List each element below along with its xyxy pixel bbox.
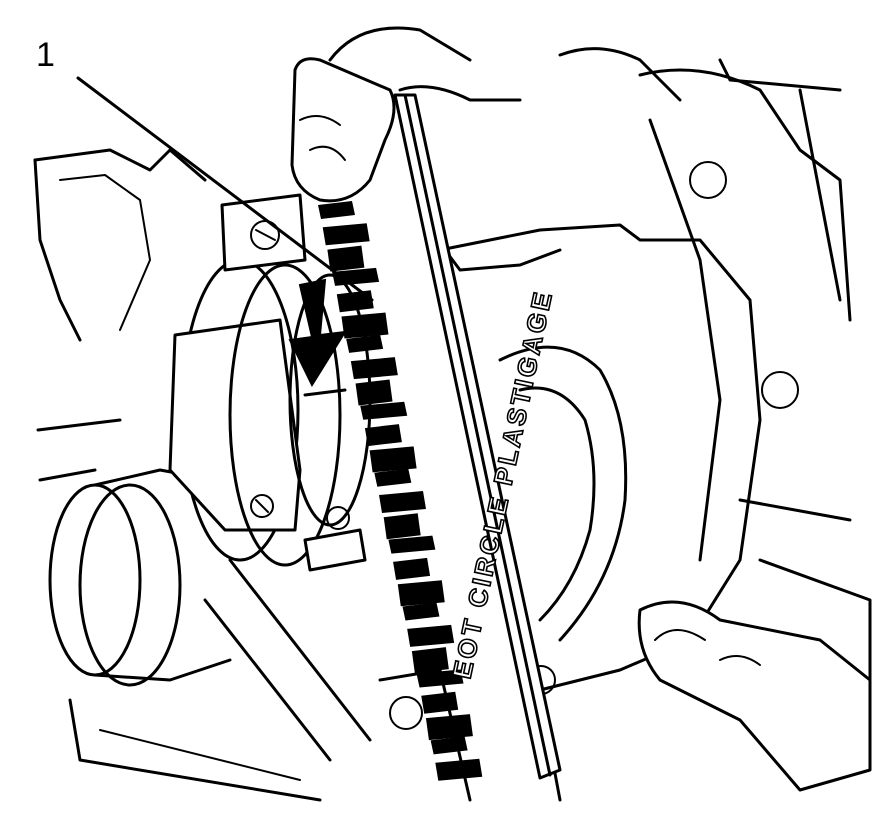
scale-stripe xyxy=(318,201,355,219)
scale-stripe xyxy=(360,401,408,420)
scale-stripe xyxy=(322,223,370,246)
scale-stripes xyxy=(318,201,483,781)
scale-stripe xyxy=(421,691,459,714)
scale-stripe xyxy=(346,334,384,353)
scale-stripe xyxy=(336,290,374,313)
scale-stripe xyxy=(402,602,440,621)
scale-stripe xyxy=(435,758,483,781)
scale-stripe xyxy=(332,267,380,286)
scale-stripe xyxy=(350,357,398,380)
scale-stripe xyxy=(388,535,436,554)
scale-stripe xyxy=(364,424,402,447)
callout-leader xyxy=(76,76,374,302)
scale-stripe xyxy=(425,714,473,741)
scale-stripe xyxy=(411,647,449,674)
thumb-bottom xyxy=(637,600,872,792)
scale-stripe xyxy=(341,312,389,339)
timing-bracket xyxy=(220,193,367,572)
scale-stripe xyxy=(355,379,393,406)
fingers-top xyxy=(290,26,682,203)
callout-number: 1 xyxy=(36,36,55,74)
scale-stripe xyxy=(393,557,431,580)
scale-stripe xyxy=(379,491,426,513)
plastigage-strip: EOT CIRCLE PLASTIGAGE xyxy=(318,93,562,781)
scale-stripe xyxy=(327,245,365,272)
scale-stripe xyxy=(369,446,417,473)
scale-stripe xyxy=(383,513,421,540)
rotation-arrow xyxy=(288,278,347,397)
scale-stripe xyxy=(416,669,464,688)
scale-stripe xyxy=(397,580,445,607)
engine-block-left xyxy=(33,148,372,802)
scale-stripe xyxy=(430,736,468,755)
scale-stripe xyxy=(374,468,412,487)
bearing-cap xyxy=(378,58,872,802)
scale-stripe xyxy=(407,624,455,647)
